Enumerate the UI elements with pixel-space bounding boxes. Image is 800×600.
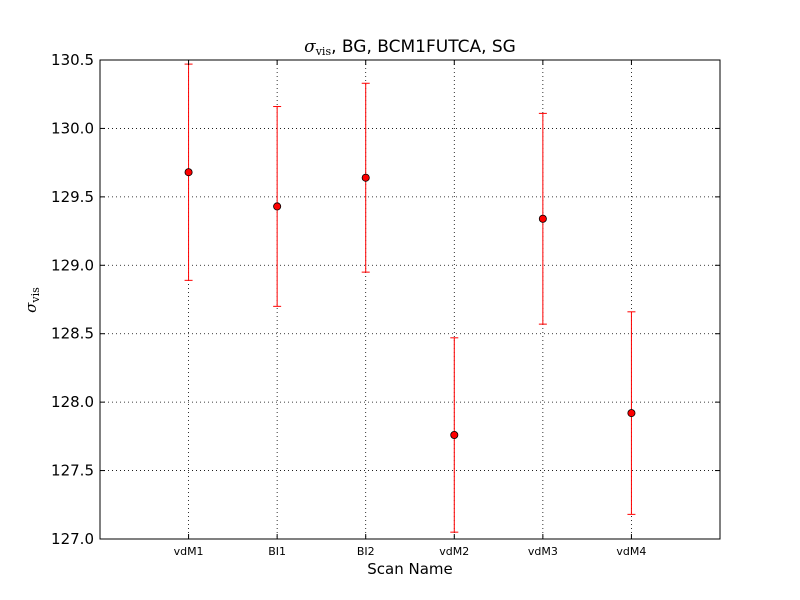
y-tick-label: 129.5 xyxy=(51,188,94,206)
title-subscript: vis xyxy=(315,45,332,58)
y-tick-label: 130.0 xyxy=(51,119,94,137)
x-tick-label: vdM3 xyxy=(528,545,558,558)
x-axis-label: Scan Name xyxy=(367,560,453,578)
ylabel-symbol: σ xyxy=(22,302,40,313)
y-tick-labels: 127.0 127.5 128.0 128.5 129.0 129.5 130.0 130.5 xyxy=(51,51,94,548)
y-axis-label: σvis xyxy=(22,287,42,313)
axis-ticks xyxy=(100,59,720,540)
y-tick-label: 127.5 xyxy=(51,462,94,480)
y-tick-label: 130.5 xyxy=(51,51,94,69)
chart-title: σvis, BG, BCM1FUTCA, SG xyxy=(304,37,516,58)
grid xyxy=(100,60,720,539)
x-tick-label: vdM1 xyxy=(174,545,204,558)
y-tick-label: 127.0 xyxy=(51,530,94,548)
title-symbol: σ xyxy=(304,37,316,57)
data-points xyxy=(184,168,636,439)
y-tick-label: 128.0 xyxy=(51,393,94,411)
data-point xyxy=(273,202,282,211)
data-point xyxy=(627,409,636,418)
plot-frame xyxy=(99,59,721,540)
data-point xyxy=(450,430,459,439)
x-tick-label: BI1 xyxy=(268,545,286,558)
data-point xyxy=(184,168,193,177)
x-tick-labels: vdM1 BI1 BI2 vdM2 vdM3 vdM4 xyxy=(174,545,647,558)
ylabel-subscript: vis xyxy=(29,287,42,304)
x-tick-label: vdM2 xyxy=(439,545,469,558)
title-rest: , BG, BCM1FUTCA, SG xyxy=(331,37,516,57)
x-tick-label: vdM4 xyxy=(616,545,646,558)
data-point xyxy=(361,173,370,182)
y-tick-label: 129.0 xyxy=(51,256,94,274)
data-point xyxy=(538,214,547,223)
x-tick-label: BI2 xyxy=(357,545,375,558)
y-tick-label: 128.5 xyxy=(51,325,94,343)
